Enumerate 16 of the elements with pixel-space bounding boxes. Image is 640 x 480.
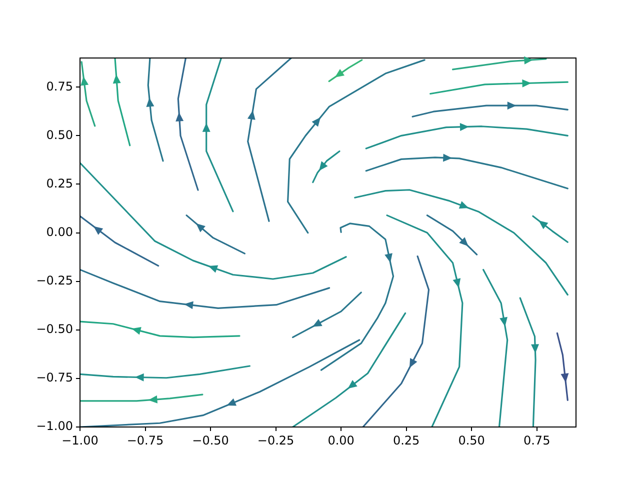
x-tick-label: 0.50: [458, 433, 485, 448]
y-tick-label: 0.50: [46, 128, 73, 142]
x-tick-label: 0.00: [328, 433, 354, 448]
y-tick-label: 0.25: [46, 176, 73, 190]
x-tick-label: −0.50: [192, 433, 229, 448]
y-tick-label: −0.25: [36, 273, 73, 288]
y-tick-label: −0.50: [36, 322, 73, 336]
x-tick-label: 0.25: [392, 433, 420, 448]
x-tick-label: −1.00: [62, 433, 98, 448]
y-tick-label: −1.00: [36, 419, 73, 434]
x-tick-label: 0.75: [523, 433, 550, 448]
y-tick-label: 0.75: [46, 79, 73, 94]
x-tick-label: −0.25: [257, 433, 294, 448]
y-tick-label: 0.00: [46, 224, 73, 239]
x-tick-label: −0.75: [126, 433, 164, 448]
y-tick-label: −0.75: [36, 370, 73, 385]
